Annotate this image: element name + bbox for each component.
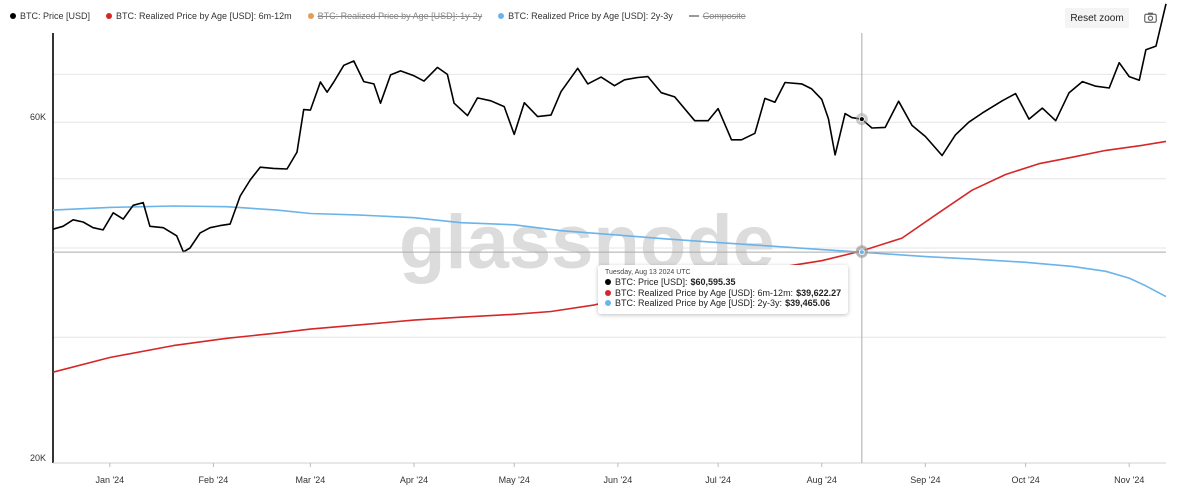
x-tick-label: Nov '24 (1114, 475, 1144, 485)
legend-label: BTC: Realized Price by Age [USD]: 6m-12m (116, 11, 292, 21)
x-tick-label: Feb '24 (199, 475, 229, 485)
series-lines (52, 3, 1167, 373)
x-tick-label: Oct '24 (1012, 475, 1040, 485)
tooltip-dot (605, 300, 611, 307)
y-axis: 20K 60K (30, 112, 46, 463)
series-line-2 (52, 205, 1167, 298)
tooltip: Tuesday, Aug 13 2024 UTC BTC: Price [USD… (598, 265, 848, 314)
x-tick-label: May '24 (499, 475, 530, 485)
camera-icon[interactable] (1142, 9, 1158, 25)
tooltip-value: $39,622.27 (796, 287, 842, 298)
x-tick-label: Jan '24 (95, 475, 124, 485)
tooltip-dot (605, 279, 611, 286)
legend-item-0[interactable]: BTC: Price [USD] (10, 11, 90, 21)
tooltip-dot (605, 289, 611, 296)
y-tick-label: 20K (30, 453, 46, 463)
tooltip-date: Tuesday, Aug 13 2024 UTC (605, 269, 691, 276)
tooltip-row: BTC: Realized Price by Age [USD]: 2y-3y:… (605, 298, 841, 309)
tooltip-row: BTC: Realized Price by Age [USD]: 6m-12m… (605, 288, 841, 299)
legend-marker (688, 15, 699, 17)
y-tick-label: 60K (30, 112, 46, 122)
series-line-0 (52, 3, 1167, 253)
legend-label: BTC: Price [USD] (20, 11, 91, 21)
legend-label: BTC: Realized Price by Age [USD]: 1y-2y (317, 11, 483, 21)
x-tick-label: Apr '24 (400, 475, 428, 485)
legend: BTC: Price [USD] BTC: Realized Price by A… (10, 8, 762, 24)
tooltip-value: $60,595.35 (690, 277, 736, 287)
x-tick-label: Aug '24 (807, 475, 837, 485)
legend-marker (10, 13, 16, 19)
hover-marker-2 (858, 249, 865, 256)
legend-marker (498, 13, 505, 19)
x-axis: Jan '24 Feb '24 Mar '24 Apr '24 May '24 Jun '… (95, 463, 1144, 485)
legend-item-3[interactable]: BTC: Realized Price by Age [USD]: 2y-3y (498, 11, 673, 21)
tooltip-label: BTC: Realized Price by Age [USD]: 6m-12m… (615, 287, 794, 298)
reset-zoom-button[interactable]: Reset zoom (1065, 8, 1129, 28)
legend-item-4[interactable]: Composite (688, 11, 746, 21)
tooltip-label: BTC: Realized Price by Age [USD]: 2y-3y: (615, 298, 783, 308)
tooltip-label: BTC: Price [USD]: (615, 277, 688, 287)
x-tick-label: Sep '24 (910, 475, 940, 485)
tooltip-value: $39,465.06 (785, 298, 831, 308)
legend-item-1[interactable]: BTC: Realized Price by Age [USD]: 6m-12m (106, 11, 292, 21)
crosshair (53, 33, 1166, 463)
legend-item-2[interactable]: BTC: Realized Price by Age [USD]: 1y-2y (307, 11, 483, 21)
tooltip-row: BTC: Price [USD]: $60,595.35 (605, 277, 841, 288)
legend-marker (307, 13, 314, 19)
legend-marker (106, 13, 113, 19)
x-tick-label: Jul '24 (705, 475, 731, 485)
legend-label: Composite (702, 11, 746, 21)
x-tick-label: Jun '24 (603, 475, 632, 485)
x-tick-label: Mar '24 (295, 475, 325, 485)
legend-label: BTC: Realized Price by Age [USD]: 2y-3y (508, 11, 673, 21)
hover-marker-0 (858, 116, 865, 123)
